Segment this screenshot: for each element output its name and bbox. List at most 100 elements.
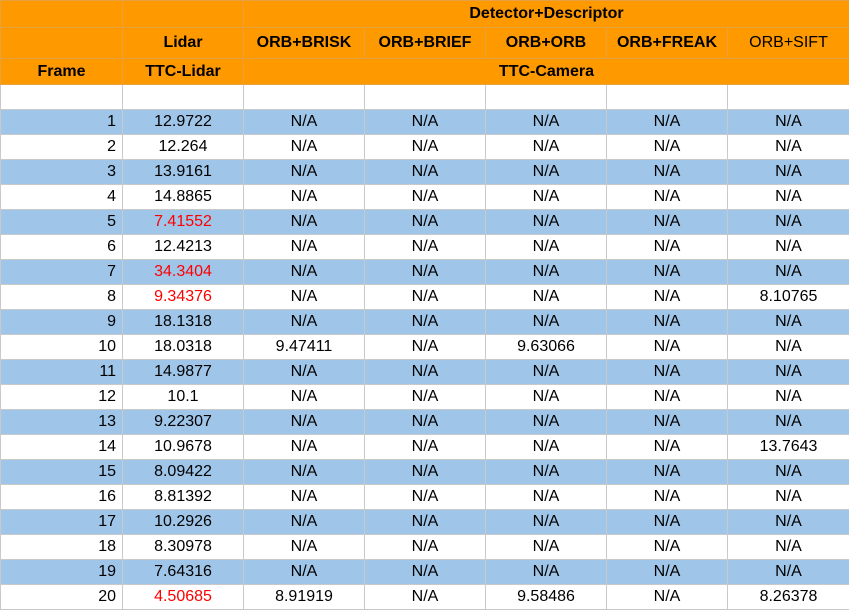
ttc-lidar-cell: 8.30978 — [123, 535, 244, 560]
ttc-camera-cell: N/A — [728, 210, 849, 235]
frame-cell: 5 — [1, 210, 123, 235]
blank-cell — [607, 85, 728, 110]
ttc-camera-cell: N/A — [486, 535, 607, 560]
ttc-lidar-cell: 8.81392 — [123, 485, 244, 510]
frame-cell: 9 — [1, 310, 123, 335]
ttc-camera-cell: N/A — [365, 485, 486, 510]
ttc-camera-cell: N/A — [728, 260, 849, 285]
ttc-camera-cell: N/A — [486, 510, 607, 535]
ttc-camera-cell: N/A — [244, 260, 365, 285]
frame-cell: 2 — [1, 135, 123, 160]
ttc-camera-cell: N/A — [728, 235, 849, 260]
ttc-lidar-cell: 10.2926 — [123, 510, 244, 535]
ttc-camera-cell: N/A — [486, 435, 607, 460]
ttc-camera-cell: N/A — [365, 210, 486, 235]
ttc-lidar-cell: 12.4213 — [123, 235, 244, 260]
ttc-camera-cell: 13.7643 — [728, 435, 849, 460]
frame-cell: 8 — [1, 285, 123, 310]
ttc-lidar-cell: 9.34376 — [123, 285, 244, 310]
frame-cell: 16 — [1, 485, 123, 510]
ttc-camera-cell: N/A — [486, 385, 607, 410]
ttc-camera-cell: N/A — [244, 285, 365, 310]
ttc-lidar-cell: 4.50685 — [123, 585, 244, 610]
frame-cell: 18 — [1, 535, 123, 560]
frame-cell: 13 — [1, 410, 123, 435]
header-empty-cell — [123, 1, 244, 28]
header-row-combos: Lidar ORB+BRISK ORB+BRIEF ORB+ORB ORB+FR… — [1, 28, 849, 59]
ttc-camera-cell: N/A — [607, 160, 728, 185]
ttc-camera-cell: N/A — [486, 460, 607, 485]
ttc-camera-cell: N/A — [728, 485, 849, 510]
ttc-lidar-cell: 34.3404 — [123, 260, 244, 285]
ttc-camera-cell: N/A — [607, 135, 728, 160]
ttc-camera-cell: N/A — [607, 460, 728, 485]
blank-row — [1, 85, 849, 110]
ttc-camera-cell: N/A — [365, 160, 486, 185]
blank-cell — [728, 85, 849, 110]
ttc-camera-cell: 9.63066 — [486, 335, 607, 360]
frame-cell: 1 — [1, 110, 123, 135]
ttc-lidar-cell: 8.09422 — [123, 460, 244, 485]
ttc-camera-cell: N/A — [607, 410, 728, 435]
ttc-camera-cell: N/A — [486, 135, 607, 160]
ttc-camera-cell: N/A — [365, 385, 486, 410]
frame-cell: 10 — [1, 335, 123, 360]
ttc-camera-cell: N/A — [365, 260, 486, 285]
ttc-camera-cell: N/A — [244, 485, 365, 510]
ttc-camera-cell: N/A — [365, 410, 486, 435]
ttc-camera-cell: N/A — [486, 310, 607, 335]
ttc-camera-cell: N/A — [486, 185, 607, 210]
lidar-header: Lidar — [123, 28, 244, 59]
ttc-camera-cell: N/A — [728, 135, 849, 160]
ttc-lidar-cell: 9.22307 — [123, 410, 244, 435]
frame-cell: 4 — [1, 185, 123, 210]
ttc-camera-cell: N/A — [244, 510, 365, 535]
combo-header-orb-brisk: ORB+BRISK — [244, 28, 365, 59]
ttc-lidar-cell: 18.1318 — [123, 310, 244, 335]
ttc-camera-cell: N/A — [486, 285, 607, 310]
ttc-lidar-cell: 12.264 — [123, 135, 244, 160]
ttc-camera-cell: N/A — [728, 535, 849, 560]
ttc-camera-cell: N/A — [244, 460, 365, 485]
ttc-camera-cell: N/A — [365, 585, 486, 610]
ttc-camera-cell: N/A — [607, 285, 728, 310]
ttc-camera-cell: N/A — [244, 360, 365, 385]
ttc-camera-cell: N/A — [244, 135, 365, 160]
ttc-camera-cell: N/A — [607, 585, 728, 610]
combo-header-orb-freak: ORB+FREAK — [607, 28, 728, 59]
ttc-lidar-cell: 10.1 — [123, 385, 244, 410]
blank-cell — [1, 85, 123, 110]
ttc-camera-cell: N/A — [486, 110, 607, 135]
ttc-camera-cell: N/A — [365, 110, 486, 135]
ttc-lidar-cell: 7.64316 — [123, 560, 244, 585]
ttc-lidar-cell: 18.0318 — [123, 335, 244, 360]
frame-cell: 14 — [1, 435, 123, 460]
ttc-camera-cell: N/A — [365, 135, 486, 160]
header-row-group: Detector+Descriptor — [1, 1, 849, 28]
frame-cell: 3 — [1, 160, 123, 185]
ttc-camera-cell: 9.58486 — [486, 585, 607, 610]
header-empty-cell — [1, 28, 123, 59]
ttc-camera-cell: N/A — [607, 435, 728, 460]
ttc-camera-cell: N/A — [486, 560, 607, 585]
ttc-camera-cell: N/A — [486, 160, 607, 185]
ttc-lidar-cell: 14.8865 — [123, 185, 244, 210]
ttc-camera-cell: 8.10765 — [728, 285, 849, 310]
frame-cell: 7 — [1, 260, 123, 285]
ttc-camera-cell: N/A — [607, 560, 728, 585]
ttc-camera-cell: N/A — [365, 535, 486, 560]
ttc-camera-cell: N/A — [728, 460, 849, 485]
ttc-camera-cell: N/A — [244, 435, 365, 460]
combo-header-orb-sift: ORB+SIFT — [728, 28, 849, 59]
ttc-camera-cell: N/A — [728, 110, 849, 135]
ttc-camera-cell: N/A — [244, 185, 365, 210]
frame-cell: 17 — [1, 510, 123, 535]
ttc-camera-cell: N/A — [728, 360, 849, 385]
ttc-camera-cell: N/A — [728, 560, 849, 585]
